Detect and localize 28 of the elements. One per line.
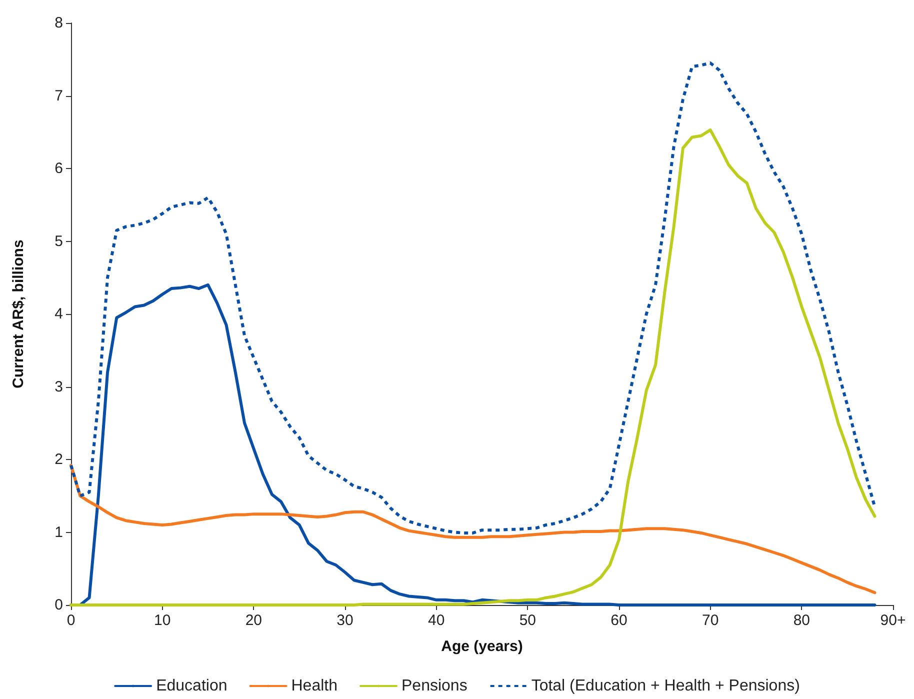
legend-label: Pensions <box>401 678 468 694</box>
y-tick-label: 3 <box>54 378 63 396</box>
y-tick-label: 8 <box>54 14 63 32</box>
line-series <box>70 128 876 606</box>
legend-label: Health <box>291 678 338 694</box>
y-tick-label: 5 <box>54 232 63 250</box>
x-tick-label: 70 <box>702 612 719 629</box>
x-tick-label: 20 <box>245 612 262 629</box>
x-tick-label: 0 <box>66 612 76 629</box>
y-tick-label: 4 <box>54 306 63 322</box>
y-tick-label: 6 <box>54 160 63 177</box>
x-tick-label: 60 <box>610 612 628 629</box>
x-tick-label: 40 <box>428 612 445 629</box>
line-series <box>70 464 876 594</box>
y-tick-label: 7 <box>54 87 63 104</box>
x-tick-label: 90+ <box>880 612 906 629</box>
legend-label: Education <box>156 678 228 694</box>
x-tick-label: 50 <box>519 612 536 629</box>
y-axis-title: Current AR$, billions <box>10 240 27 388</box>
x-tick-label: 80 <box>793 612 810 629</box>
x-axis-title: Age (years) <box>441 638 523 655</box>
x-tick-label: 30 <box>336 612 354 629</box>
legend-label: Total (Education + Health + Pensions) <box>531 678 800 694</box>
x-tick-label: 10 <box>154 612 171 629</box>
y-tick-label: 1 <box>54 524 63 541</box>
line-series <box>70 62 876 534</box>
y-tick-label: 2 <box>54 451 63 468</box>
y-tick-label: 0 <box>54 596 63 614</box>
